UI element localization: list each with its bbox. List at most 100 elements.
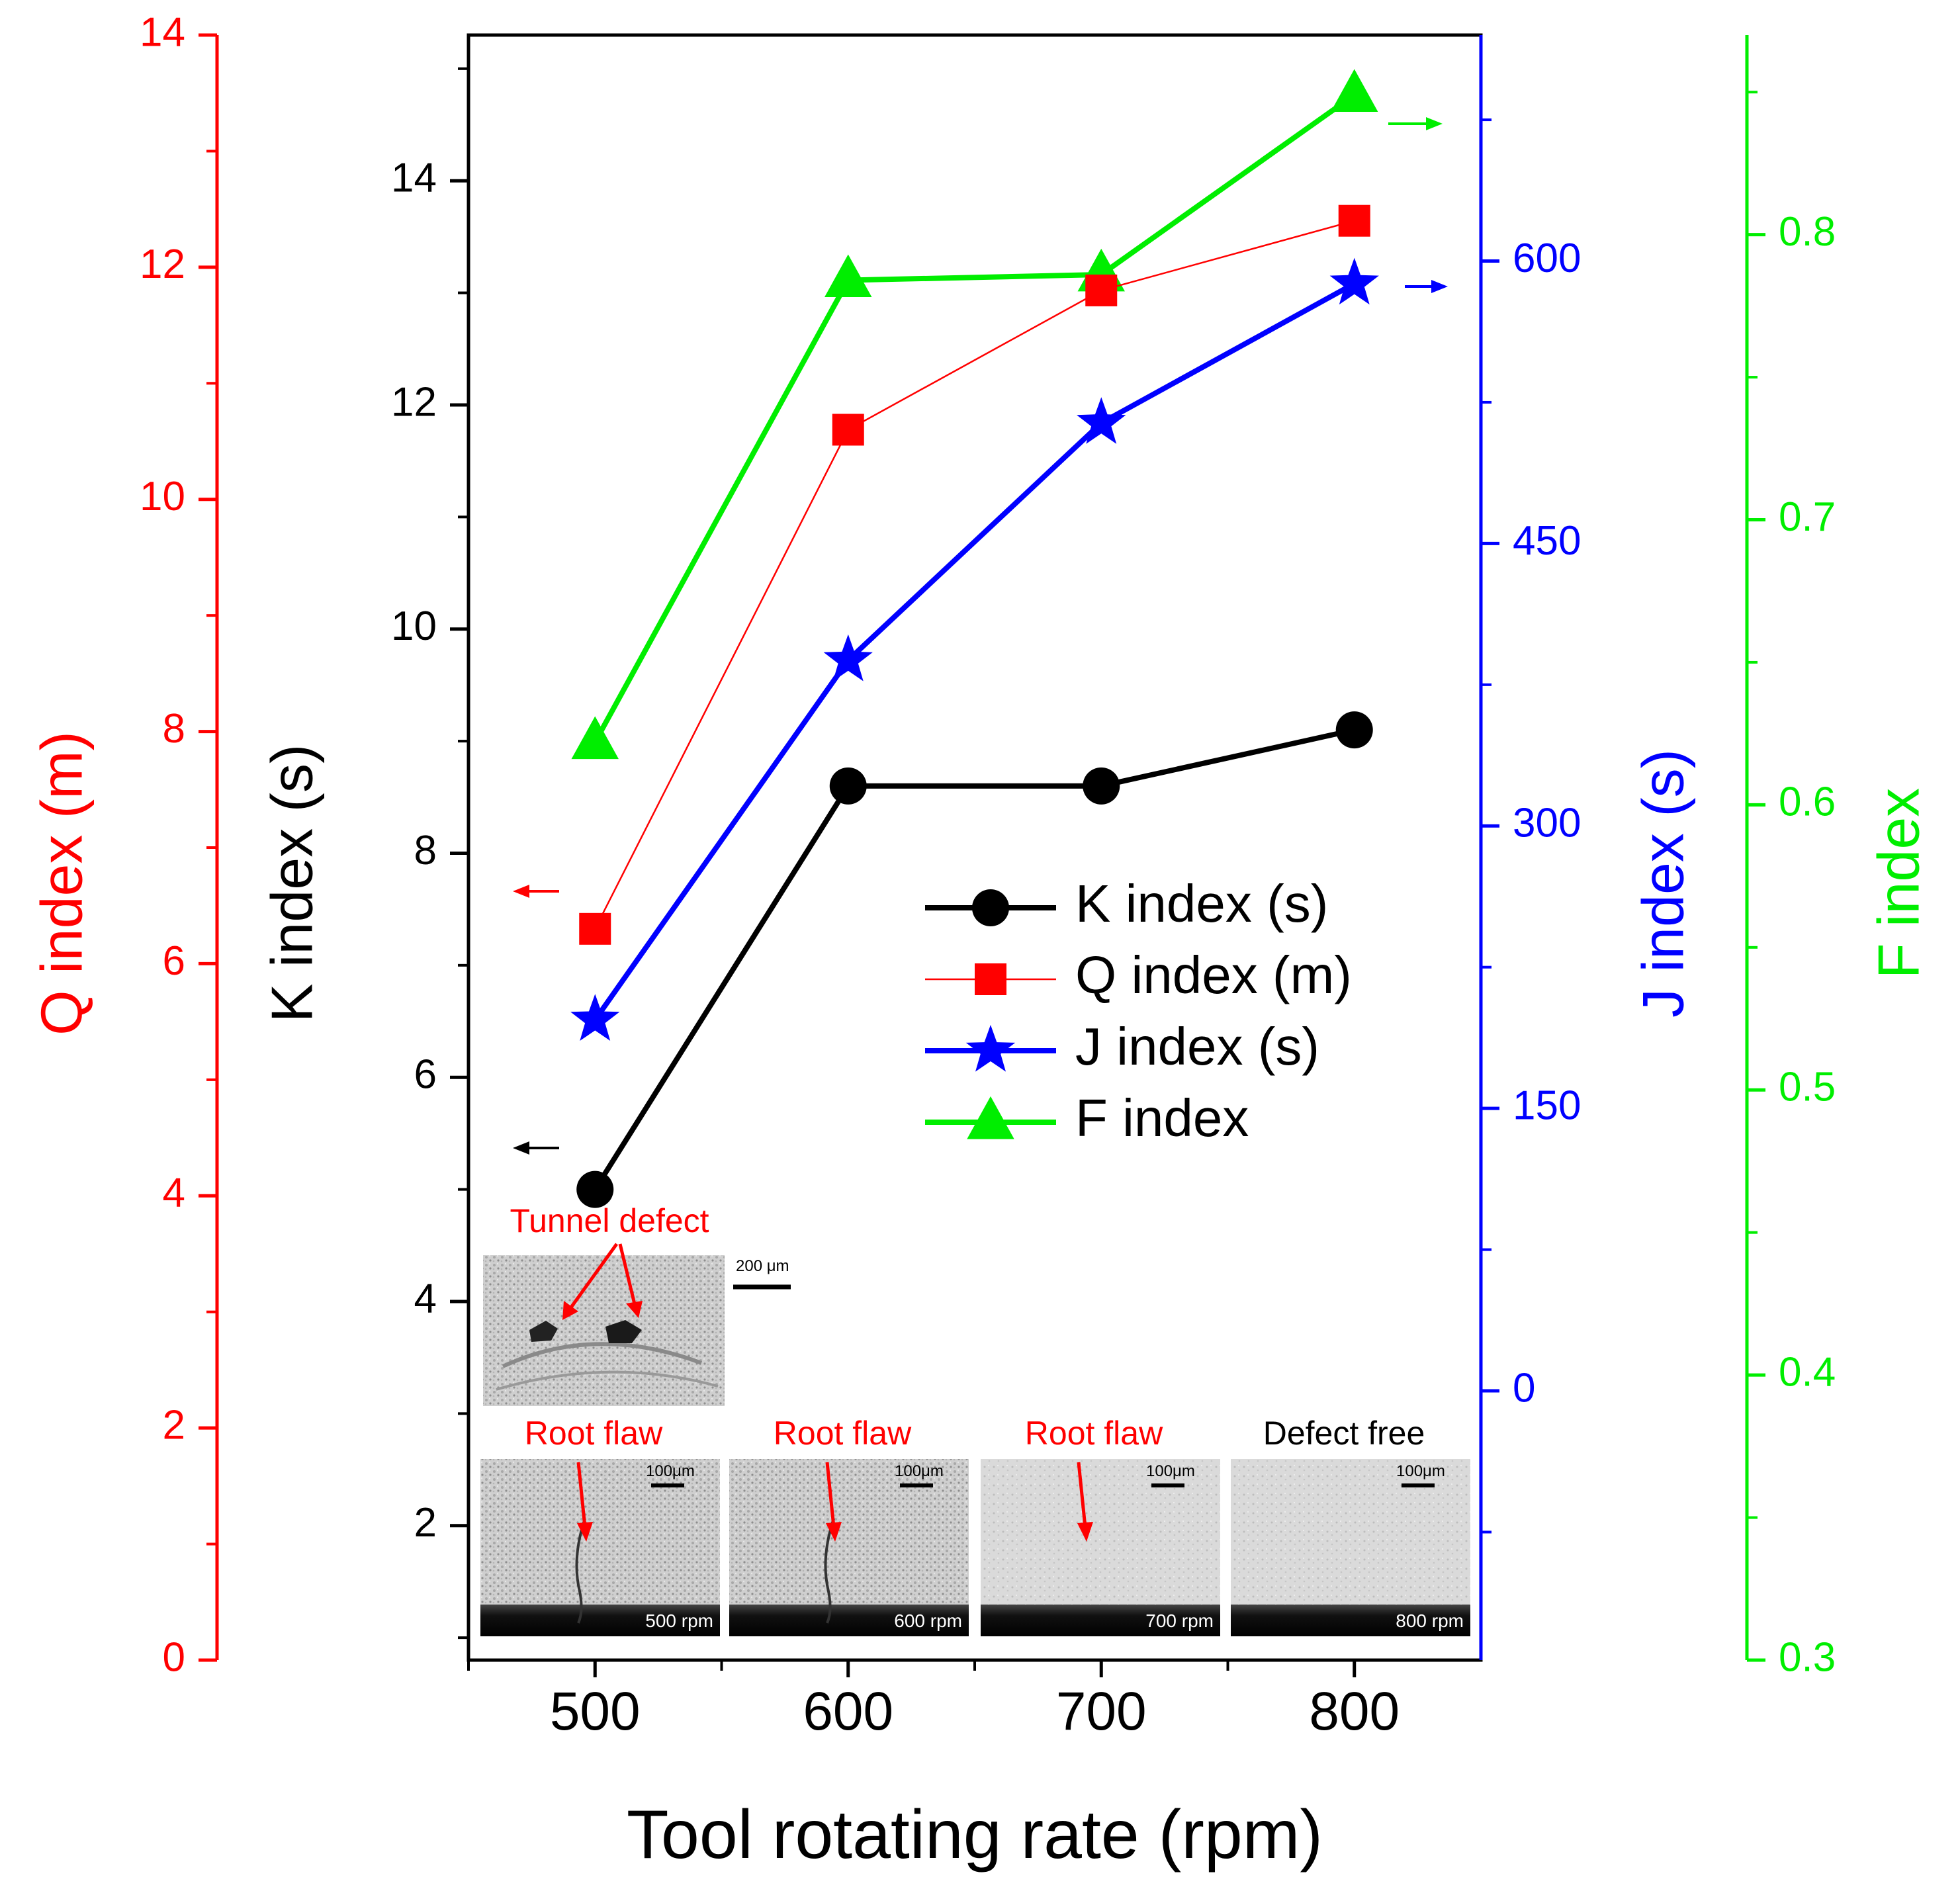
micrograph-root: [729, 1605, 969, 1636]
q-tick-label: 4: [163, 1170, 185, 1216]
micrograph-root: [480, 1605, 720, 1636]
j-tick-label: 150: [1513, 1083, 1581, 1129]
q-tick-label: 0: [163, 1634, 185, 1680]
root-flaw-crack: [824, 1518, 835, 1624]
panel-label: Root flaw: [1025, 1415, 1163, 1452]
f-axis-title: F index: [1865, 788, 1931, 979]
j-point: [1329, 257, 1379, 305]
f-tick-label: 0.7: [1779, 494, 1836, 540]
micrograph-insets: Tunnel defect 200 μm Root flaw 100μm 500 r…: [480, 1202, 1470, 1636]
q-axis: 0 2 4 6 8 10 12 14: [140, 9, 219, 1680]
j-series-line: [592, 281, 1356, 1022]
f-tick-label: 0.3: [1779, 1634, 1836, 1680]
k-tick-label: 6: [414, 1052, 437, 1098]
x-axis-title: Tool rotating rate (rpm): [627, 1796, 1323, 1873]
axis-indicator-arrows: [513, 117, 1448, 1155]
j-tick-label: 300: [1513, 801, 1581, 846]
panel-scale-label: 100μm: [1396, 1462, 1445, 1480]
series-layer: [570, 69, 1379, 1208]
k-point: [1335, 711, 1373, 749]
panel-arrow: [576, 1462, 587, 1528]
panel-rpm-label: 800 rpm: [1396, 1610, 1464, 1631]
k-tick-label: 12: [391, 379, 437, 425]
j-point: [1077, 397, 1126, 444]
f-point: [967, 1096, 1014, 1139]
k-point: [1083, 767, 1120, 805]
x-tick-label: 600: [803, 1681, 893, 1742]
panel-arrow: [1077, 1462, 1087, 1528]
q-point: [832, 414, 864, 446]
tunnel-void: [605, 1320, 642, 1343]
panel-scale-label: 100μm: [1146, 1462, 1195, 1480]
j-tick-label: 0: [1513, 1365, 1535, 1411]
f-tick-label: 0.5: [1779, 1065, 1836, 1110]
root-flaw-crack: [575, 1518, 586, 1624]
panel-rpm-label: 500 rpm: [645, 1610, 713, 1631]
q-point: [579, 912, 611, 945]
k-point: [972, 889, 1009, 926]
k-axis-title: K index (s): [259, 744, 324, 1023]
f-tick-label: 0.6: [1779, 779, 1836, 825]
q-tick-label: 2: [163, 1403, 185, 1448]
tunnel-label: Tunnel defect: [510, 1202, 709, 1239]
q-tick-label: 8: [163, 706, 185, 752]
legend-label: K index (s): [1075, 874, 1328, 933]
k-tick-label: 4: [414, 1276, 437, 1321]
panel-arrow: [825, 1462, 836, 1528]
q-tick-label: 12: [140, 242, 185, 287]
k-tick-label: 14: [391, 155, 437, 201]
j-tick-label: 450: [1513, 518, 1581, 564]
f-point: [571, 716, 619, 760]
micrograph-root: [1231, 1605, 1470, 1636]
j-tick-label: 600: [1513, 236, 1581, 281]
tunnel-scale-label: 200 μm: [736, 1257, 789, 1275]
tunnel-void: [529, 1321, 558, 1342]
q-axis-title: Q index (m): [28, 731, 94, 1036]
tunnel-micrograph: [483, 1255, 725, 1406]
q-tick-label: 6: [163, 938, 185, 984]
k-series-line: [592, 727, 1355, 1191]
legend-label: J index (s): [1075, 1017, 1319, 1076]
panel-label: Root flaw: [774, 1415, 912, 1452]
k-point: [829, 767, 867, 805]
k-tick-label: 10: [391, 603, 437, 649]
panel-arrowhead: [577, 1522, 593, 1542]
micrograph-root: [981, 1605, 1220, 1636]
q-tick-label: 10: [140, 474, 185, 519]
f-point: [824, 254, 872, 298]
panel-arrowhead: [1077, 1522, 1093, 1542]
panel-label: Defect free: [1263, 1415, 1425, 1452]
legend-label: Q index (m): [1075, 946, 1352, 1004]
f-point: [1331, 69, 1378, 112]
panel-scale-label: 100μm: [646, 1462, 695, 1480]
j-axis-title: J index (s): [1630, 749, 1695, 1018]
k-point: [576, 1170, 614, 1208]
q-point: [1085, 274, 1118, 306]
panel-label: Root flaw: [525, 1415, 663, 1452]
j-point: [823, 634, 873, 682]
legend-label: F index: [1075, 1088, 1249, 1147]
f-tick-label: 0.8: [1779, 209, 1836, 255]
x-tick-label: 500: [550, 1681, 641, 1742]
f-series-line: [592, 93, 1357, 744]
q-point: [1338, 204, 1370, 237]
j-axis: 0 150 300 450 600: [1479, 35, 1581, 1660]
k-tick-label: 2: [414, 1500, 437, 1546]
q-tick-label: 14: [140, 9, 185, 55]
legend: K index (s) Q index (m) J index (s) F index: [925, 874, 1352, 1147]
j-point: [570, 994, 620, 1041]
f-axis: 0.3 0.4 0.5 0.6 0.7 0.8: [1745, 35, 1836, 1680]
x-tick-label: 700: [1056, 1681, 1147, 1742]
k-tick-label: 8: [414, 828, 437, 873]
k-axis: 2 4 6 8 10 12 14: [391, 67, 468, 1640]
f-tick-label: 0.4: [1779, 1349, 1836, 1395]
q-series-line: [594, 220, 1355, 930]
j-point: [965, 1024, 1016, 1072]
x-axis: 500 600 700 800: [467, 1660, 1400, 1742]
panel-arrowhead: [826, 1522, 842, 1542]
panel-scale-label: 100μm: [895, 1462, 944, 1480]
panel-rpm-label: 600 rpm: [894, 1610, 962, 1631]
q-point: [975, 963, 1006, 995]
x-tick-label: 800: [1309, 1681, 1400, 1742]
